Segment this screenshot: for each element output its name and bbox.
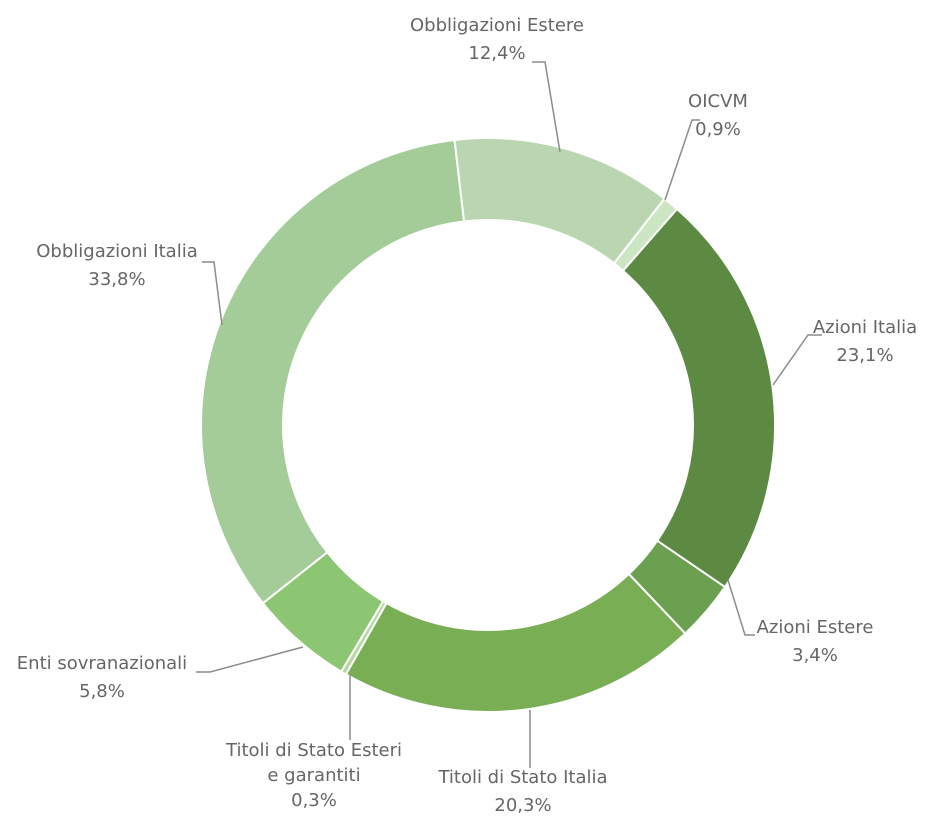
donut-slice	[200, 138, 466, 605]
donut-slice	[627, 539, 727, 635]
data-label: OICVM 0,9%	[688, 88, 748, 144]
donut-slice	[621, 207, 776, 589]
donut-slice	[453, 137, 666, 265]
category-label: Enti sovranazionali	[16, 653, 188, 674]
data-label: Enti sovranazionali 5,8%	[17, 650, 187, 706]
donut-slice	[261, 550, 385, 674]
value-label: 3,4%	[792, 645, 838, 666]
category-label: OICVM	[688, 91, 748, 112]
leader-line	[727, 579, 755, 636]
data-label: Titoli di Stato Italia 20,3%	[438, 764, 607, 820]
leader-lines	[196, 61, 822, 768]
value-label: 5,8%	[79, 681, 125, 702]
category-label: Titoli di Stato Italia	[438, 767, 608, 788]
category-label: Obbligazioni Estere	[409, 15, 585, 36]
leader-line	[202, 261, 223, 326]
category-label: Titoli di Stato Esteri e garantiti	[226, 740, 402, 786]
category-label: Obbligazioni Italia	[36, 241, 198, 262]
category-label: Azioni Estere	[756, 617, 874, 638]
leader-line	[532, 61, 561, 153]
value-label: 12,4%	[468, 43, 526, 64]
data-label: Obbligazioni Estere 12,4%	[410, 12, 584, 68]
leader-line	[196, 646, 304, 673]
data-label: Obbligazioni Italia 33,8%	[36, 238, 198, 294]
value-label: 23,1%	[836, 345, 894, 366]
data-label: Azioni Estere 3,4%	[757, 614, 874, 670]
data-label: Azioni Italia 23,1%	[813, 314, 917, 370]
category-label: Azioni Italia	[812, 317, 918, 338]
leader-line	[772, 334, 822, 386]
data-label: Titoli di Stato Esteri e garantiti 0,3%	[219, 738, 409, 813]
value-label: 33,8%	[88, 269, 146, 290]
leader-line	[664, 119, 700, 201]
donut-slice	[344, 572, 687, 713]
value-label: 0,9%	[695, 119, 741, 140]
value-label: 0,3%	[291, 790, 337, 811]
value-label: 20,3%	[494, 795, 552, 816]
